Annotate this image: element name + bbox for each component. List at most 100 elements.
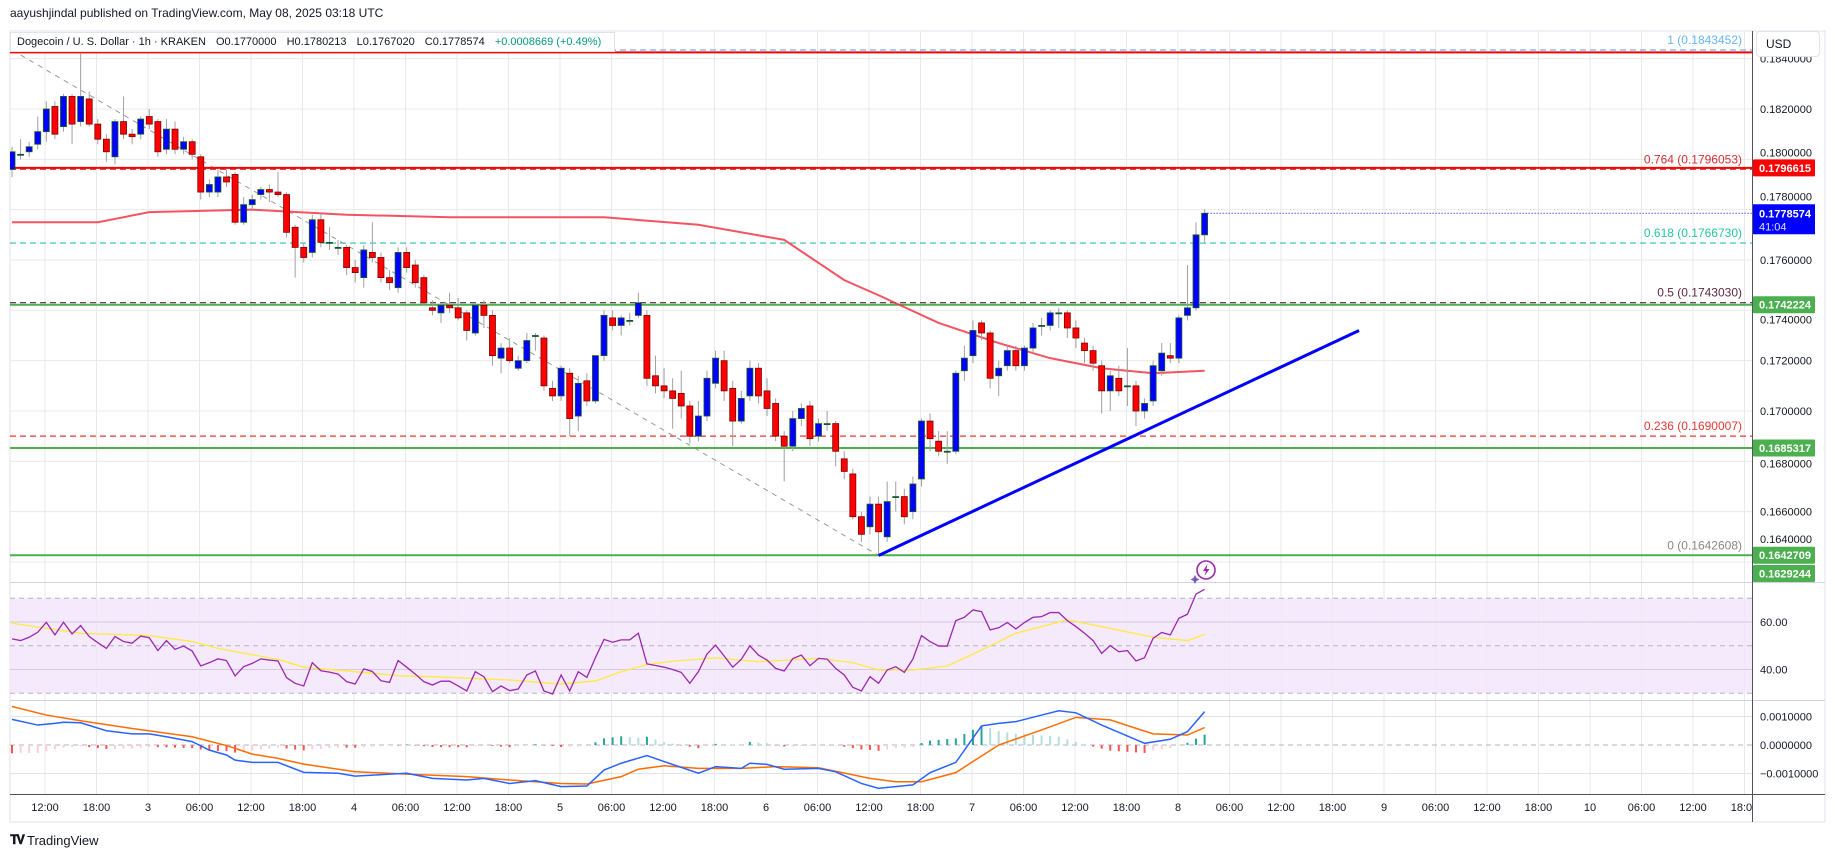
macd-histogram-bar: [457, 745, 460, 748]
x-tick-label: 5: [557, 802, 563, 814]
fib-level-label: 0.5 (0.1743030): [1657, 286, 1742, 300]
candle: [343, 247, 351, 268]
macd-histogram-bar: [620, 736, 623, 745]
macd-histogram-bar: [11, 745, 13, 754]
candle: [85, 98, 93, 125]
moving-average-line: [12, 208, 1205, 375]
last-price-badge: 0.1778574: [1759, 208, 1812, 220]
candle: [188, 141, 196, 155]
candle: [523, 340, 531, 362]
candle: [892, 496, 900, 498]
candle: [300, 247, 308, 258]
publish-info: aayushjindal published on TradingView.co…: [10, 6, 384, 20]
candle: [669, 390, 677, 399]
candle: [154, 121, 162, 153]
candle: [549, 387, 556, 397]
candle: [34, 131, 42, 145]
candle: [918, 420, 925, 480]
candle: [626, 320, 634, 322]
candle: [900, 496, 908, 518]
candle: [10, 151, 16, 170]
x-tick-label: 06:00: [186, 802, 214, 814]
x-tick-label: 8: [1175, 802, 1181, 814]
macd-histogram-bar: [740, 745, 743, 746]
candle: [960, 357, 968, 372]
axes: 0.18400000.18200000.18000000.17800000.17…: [1760, 54, 1818, 781]
y-tick-label: 0.1720000: [1760, 356, 1812, 368]
y-tick-label: 0.1800000: [1760, 147, 1812, 159]
lightning-icon[interactable]: [1190, 560, 1216, 584]
macd-histogram-bar: [680, 745, 683, 746]
candle: [583, 380, 591, 402]
candle: [420, 277, 428, 304]
candle: [797, 408, 805, 419]
candle: [592, 355, 599, 402]
tradingview-logo[interactable]: 𝐓𝐕 TradingView: [10, 832, 99, 848]
x-tick-label: 18:00: [907, 802, 935, 814]
candle: [120, 121, 127, 135]
macd-histogram-bar: [697, 745, 700, 749]
macd-histogram-bar: [482, 745, 485, 746]
candle: [823, 423, 831, 425]
macd-line: [11, 710, 1206, 790]
price-change: +0.0008669 (+0.49%): [494, 36, 602, 48]
candle: [617, 317, 625, 326]
candle: [240, 204, 248, 223]
level-price-badge: 0.1796615: [1759, 163, 1811, 175]
macd-histogram-bar: [28, 745, 31, 754]
time-axis[interactable]: 12:00 18:00 3 06:00 12:00 18:00 4 06:00 12:00 18:…: [31, 802, 1758, 814]
macd-histogram-bar: [465, 745, 468, 748]
level-price-badge: 0.1629244: [1759, 569, 1812, 581]
candle: [866, 503, 874, 528]
macd-histogram-bar: [71, 745, 74, 748]
currency-button[interactable]: USD: [1756, 31, 1820, 57]
macd-histogram-bar: [783, 745, 786, 747]
macd-histogram-bar: [748, 741, 751, 745]
macd-histogram-bar: [774, 745, 777, 746]
fib-level-label: 0.236 (0.1690007): [1644, 419, 1742, 433]
candle: [42, 108, 50, 133]
macd-histogram-bar: [1040, 735, 1043, 745]
candle: [986, 332, 994, 379]
level-price-badge-bg: [1753, 546, 1815, 564]
macd-histogram-bar: [766, 743, 769, 745]
candle: [935, 440, 943, 452]
tradingview-logo-icon: 𝐓𝐕: [10, 832, 25, 847]
candle: [326, 241, 333, 244]
x-tick-label: 18:00: [289, 802, 317, 814]
candle: [1141, 403, 1148, 412]
ohlc-close: C0.1778574: [424, 36, 485, 48]
macd-histogram-bar: [834, 745, 837, 746]
macd-histogram-bar: [929, 740, 932, 745]
macd-histogram-bar: [337, 745, 340, 748]
candle: [1012, 350, 1020, 367]
candle: [111, 121, 119, 158]
candle: [660, 385, 668, 392]
x-tick-label: 06:00: [1422, 802, 1450, 814]
candle: [231, 174, 239, 223]
macd-histogram-bar: [1006, 732, 1009, 745]
candle: [471, 304, 479, 334]
macd-histogram-bar: [843, 745, 846, 747]
macd-histogram-bar: [139, 745, 142, 748]
candle: [137, 118, 145, 135]
trendline[interactable]: [877, 329, 1360, 557]
macd-histogram-bar: [688, 745, 691, 747]
candle: [1098, 365, 1106, 392]
candle: [720, 360, 728, 392]
candle: [695, 415, 702, 437]
fib-trend-line[interactable]: [11, 49, 879, 556]
x-tick-label: 06:00: [598, 802, 626, 814]
candle: [952, 372, 960, 452]
macd-histogram-bar: [894, 745, 897, 749]
candle: [978, 322, 985, 334]
macd-histogram-bar: [989, 728, 992, 745]
x-tick-label: 6: [763, 802, 769, 814]
macd-histogram-bar: [388, 745, 391, 746]
macd-histogram-bar: [800, 745, 803, 746]
candle: [1106, 375, 1114, 392]
candle: [1166, 355, 1174, 359]
macd-histogram-bar: [165, 745, 168, 748]
x-tick-label: 3: [145, 802, 151, 814]
